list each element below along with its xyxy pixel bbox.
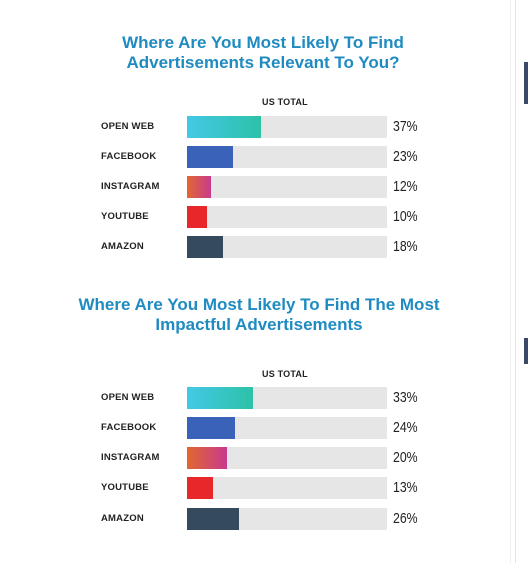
bar-label: AMAZON — [101, 513, 144, 524]
edge-mark — [524, 62, 528, 104]
bar-value-label: 24% — [393, 419, 418, 436]
bar-value-label: 12% — [393, 178, 418, 195]
bar-row: OPEN WEB 37% — [0, 116, 528, 138]
bar-track — [187, 447, 387, 469]
bar-value-label: 37% — [393, 118, 418, 135]
bar — [187, 477, 213, 499]
chart-title: Where Are You Most Likely To Find Advert… — [0, 33, 528, 73]
bar — [187, 387, 253, 409]
chart-title-line: Impactful Advertisements — [155, 315, 363, 334]
bar-label: OPEN WEB — [101, 121, 155, 132]
bar-row: AMAZON 26% — [0, 508, 528, 530]
bar-label: YOUTUBE — [101, 211, 149, 222]
bar-track — [187, 206, 387, 228]
bar-label: FACEBOOK — [101, 422, 157, 433]
column-header: US TOTAL — [262, 97, 308, 107]
bar-label: OPEN WEB — [101, 392, 155, 403]
bar-track — [187, 146, 387, 168]
bar-label: YOUTUBE — [101, 482, 149, 493]
page-divider — [510, 0, 511, 563]
bar-track — [187, 236, 387, 258]
bar-value-label: 33% — [393, 389, 418, 406]
bar — [187, 116, 261, 138]
bar-track — [187, 508, 387, 530]
chart-title: Where Are You Most Likely To Find The Mo… — [0, 295, 528, 335]
bar-label: AMAZON — [101, 241, 144, 252]
bar-row: YOUTUBE 10% — [0, 206, 528, 228]
bar-label: INSTAGRAM — [101, 181, 160, 192]
bar-value-label: 10% — [393, 208, 418, 225]
bar-value-label: 18% — [393, 238, 418, 255]
chart-title-line: Where Are You Most Likely To Find The Mo… — [78, 295, 440, 314]
bar — [187, 417, 235, 439]
bar-label: FACEBOOK — [101, 151, 157, 162]
bar — [187, 236, 223, 258]
page-edge — [515, 0, 516, 563]
bar-row: FACEBOOK 23% — [0, 146, 528, 168]
chart-title-line: Advertisements Relevant To You? — [126, 53, 400, 72]
bar-row: FACEBOOK 24% — [0, 417, 528, 439]
bar-label: INSTAGRAM — [101, 452, 160, 463]
bar-track — [187, 417, 387, 439]
bar — [187, 508, 239, 530]
edge-mark — [524, 338, 528, 364]
bar — [187, 176, 211, 198]
bar-value-label: 13% — [393, 479, 418, 496]
bar — [187, 206, 207, 228]
bar — [187, 146, 233, 168]
bar — [187, 447, 227, 469]
bar-row: INSTAGRAM 20% — [0, 447, 528, 469]
bar-track — [187, 477, 387, 499]
bar-value-label: 20% — [393, 449, 418, 466]
bar-row: OPEN WEB 33% — [0, 387, 528, 409]
bar-row: INSTAGRAM 12% — [0, 176, 528, 198]
bar-track — [187, 116, 387, 138]
bar-value-label: 23% — [393, 148, 418, 165]
bar-track — [187, 176, 387, 198]
chart-title-line: Where Are You Most Likely To Find — [122, 33, 404, 52]
bar-row: YOUTUBE 13% — [0, 477, 528, 499]
bar-value-label: 26% — [393, 510, 418, 527]
chart-relevant-ads: Where Are You Most Likely To Find Advert… — [0, 0, 528, 270]
bar-row: AMAZON 18% — [0, 236, 528, 258]
bar-track — [187, 387, 387, 409]
column-header: US TOTAL — [262, 369, 308, 379]
